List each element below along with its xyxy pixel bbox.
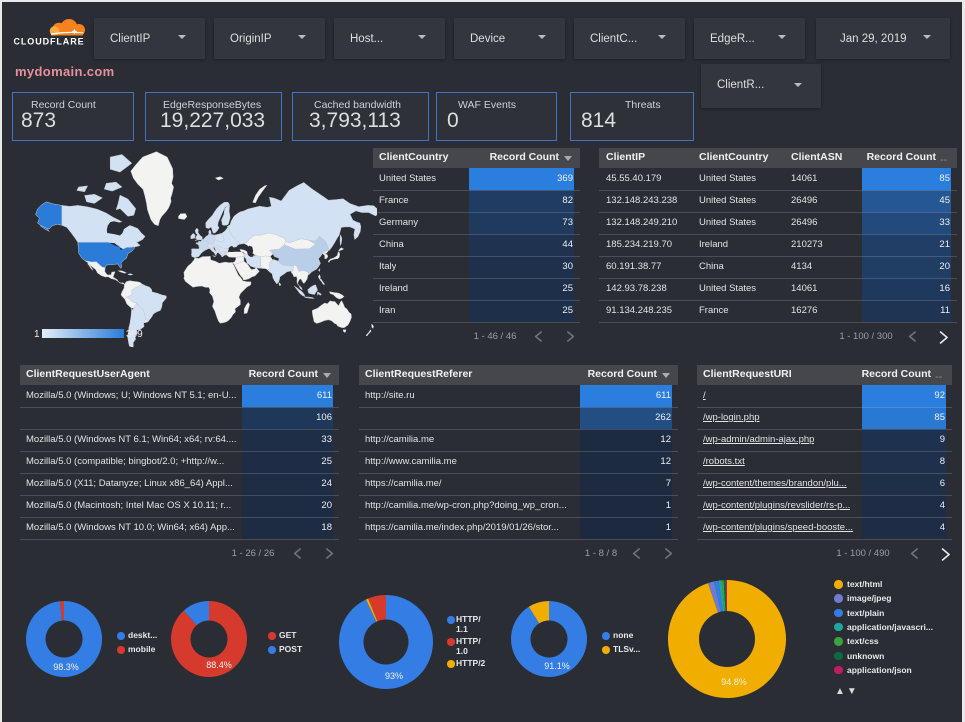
svg-text:369: 369 [126, 329, 143, 340]
svg-text:1: 1 [34, 329, 40, 340]
svg-text:CLOUDFLARE: CLOUDFLARE [14, 37, 85, 47]
